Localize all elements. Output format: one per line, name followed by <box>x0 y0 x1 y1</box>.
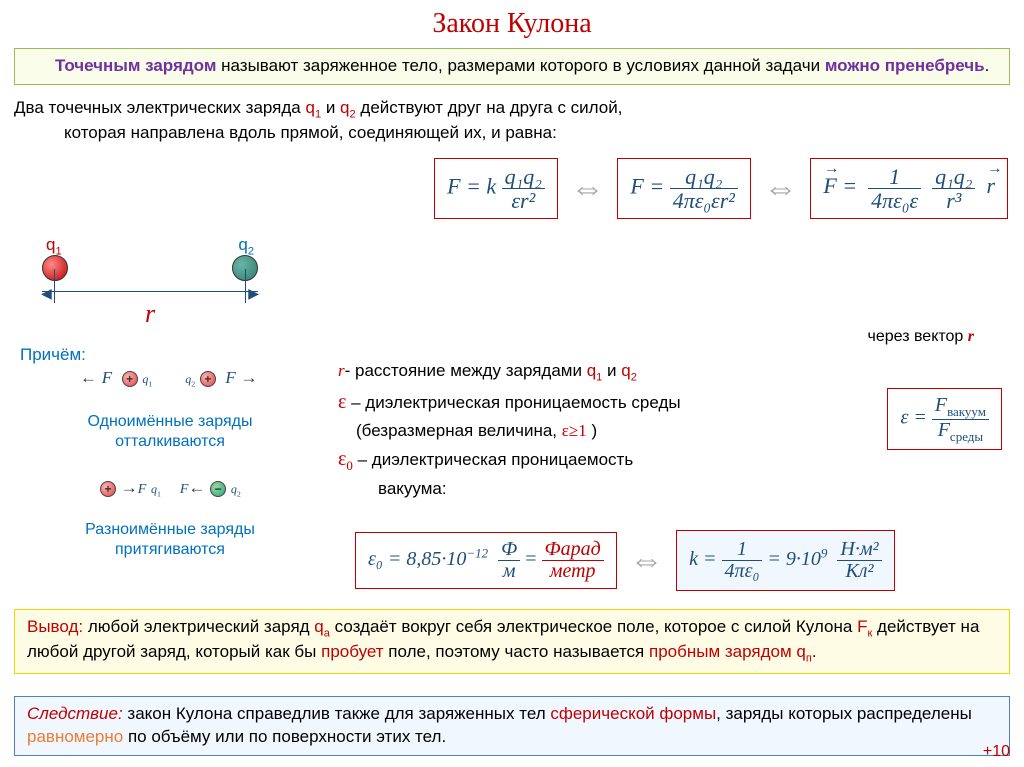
corollary-box: Следствие: закон Кулона справедлив также… <box>14 696 1010 756</box>
formula-1: F = k q₁q₂εr² <box>434 158 558 219</box>
k-formula: k = 14πε₀ = 9·109 Н·м²Кл² <box>676 530 894 591</box>
formula-2: F = q₁q₂4πε₀εr² <box>617 158 750 219</box>
biarrow-icon: ⇔ <box>756 169 806 208</box>
diff-charges-diagram: + →F q1 F← − q2 <box>100 478 241 498</box>
intro-t2: и <box>321 98 340 117</box>
intro-line2: которая направлена вдоль прямой, соединя… <box>14 122 1010 144</box>
conclusion-pre: Вывод: <box>27 617 83 636</box>
formula-3: F = 14πε₀ε q₁q₂r³ r <box>810 158 1008 219</box>
prichem-label: Причём: <box>20 345 86 365</box>
vector-note: через вектор r <box>868 328 974 346</box>
charge-q1-icon <box>42 255 68 281</box>
biarrow-icon: ⇔ <box>563 169 613 208</box>
explanations: r- расстояние между зарядами q1 и q2 ε –… <box>338 358 808 502</box>
intro-q2: q2 <box>340 98 356 117</box>
page-title: Закон Кулона <box>0 0 1024 44</box>
intro-t1: Два точечных электрических заряда <box>14 98 305 117</box>
eps0-formula: ε₀ = 8,85·10−12 Фм = Фарадметр <box>355 532 617 589</box>
conclusion-box: Вывод: любой электрический заряд qа созд… <box>14 609 1010 674</box>
intro-t3: действуют друг на друга с силой, <box>356 98 623 117</box>
r-label: r <box>20 299 280 329</box>
def-term: Точечным зарядом <box>55 56 216 75</box>
epsilon-formula: ε = Fвакуум Fсреды <box>887 388 1002 450</box>
corollary-pre: Следствие: <box>27 704 123 723</box>
def-term-2: можно пренебречь <box>825 56 985 75</box>
def-text-2: . <box>985 56 990 75</box>
constants-row: ε₀ = 8,85·10−12 Фм = Фарадметр ⇔ k = 14π… <box>355 530 895 591</box>
page-number: +10 <box>983 743 1010 761</box>
charges-diagram: q1 q2 ◀ ▶ r <box>20 235 280 329</box>
definition-box: Точечным зарядом называют заряженное тел… <box>14 48 1010 85</box>
same-charges-caption: Одноимённые зарядыотталкиваются <box>60 412 280 452</box>
intro-text: Два точечных электрических заряда q1 и q… <box>0 89 1024 148</box>
intro-q1: q1 <box>305 98 321 117</box>
diff-charges-caption: Разноимённые зарядыпритягиваются <box>60 520 280 560</box>
formula-row: F = k q₁q₂εr² ⇔ F = q₁q₂4πε₀εr² ⇔ F = 14… <box>0 158 1018 219</box>
biarrow-icon: ⇔ <box>621 541 671 580</box>
same-charges-diagram: ← F + q1 q2 + F → <box>80 368 258 388</box>
def-text-1: называют заряженное тело, размерами кото… <box>216 56 824 75</box>
